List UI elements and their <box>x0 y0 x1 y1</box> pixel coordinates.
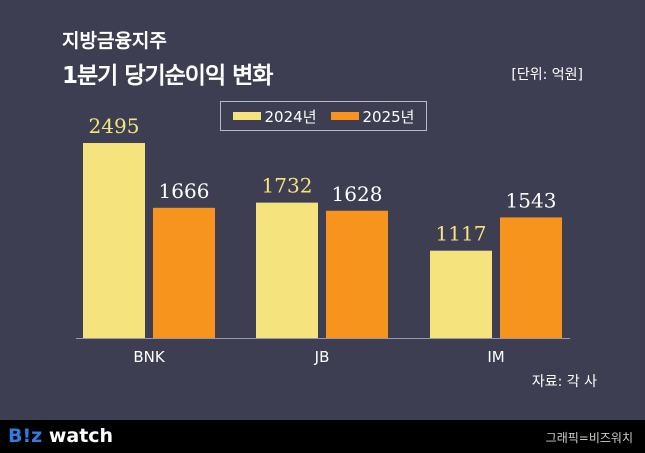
unit-label: [단위: 억원] <box>511 67 583 83</box>
chart-title-line2: 1분기 당기순이익 변화 <box>62 63 273 89</box>
data-label: 1543 <box>506 188 557 212</box>
data-label: 2495 <box>89 114 140 138</box>
x-tick-label: BNK <box>133 348 166 366</box>
bar-IM-2024년 <box>430 250 492 338</box>
bar-JB-2024년 <box>256 202 318 338</box>
data-label: 1732 <box>262 174 313 198</box>
source-note: 자료: 각 사 <box>531 374 597 390</box>
data-label: 1666 <box>159 179 210 203</box>
legend-item-2025: 2025년 <box>330 106 415 127</box>
legend-label: 2024년 <box>264 107 317 126</box>
data-label: 1628 <box>332 182 383 206</box>
graphic-credit: 그래픽=비즈워치 <box>545 431 633 445</box>
x-tick-label: JB <box>314 348 330 366</box>
bar-BNK-2024년 <box>83 143 145 338</box>
legend-swatch <box>330 112 359 120</box>
bar-IM-2025년 <box>500 217 562 338</box>
legend-swatch <box>232 112 261 120</box>
x-tick-label: IM <box>487 348 504 366</box>
logo-accent: B!z <box>8 425 43 447</box>
data-label: 1117 <box>436 222 487 246</box>
logo-rest: watch <box>42 425 114 447</box>
legend: 2024년 2025년 <box>220 101 427 131</box>
footer: B!z watch 그래픽=비즈워치 <box>0 420 645 453</box>
chart-title-line1: 지방금융지주 <box>62 30 167 52</box>
legend-label: 2025년 <box>362 107 415 126</box>
legend-item-2024: 2024년 <box>232 106 317 127</box>
bizwatch-logo: B!z watch <box>8 425 113 447</box>
bar-JB-2025년 <box>326 210 388 338</box>
bar-BNK-2025년 <box>153 207 215 338</box>
bar-chart: 2495 1666 BNK 1732 1628 JB 1117 1543 IM <box>76 114 570 366</box>
